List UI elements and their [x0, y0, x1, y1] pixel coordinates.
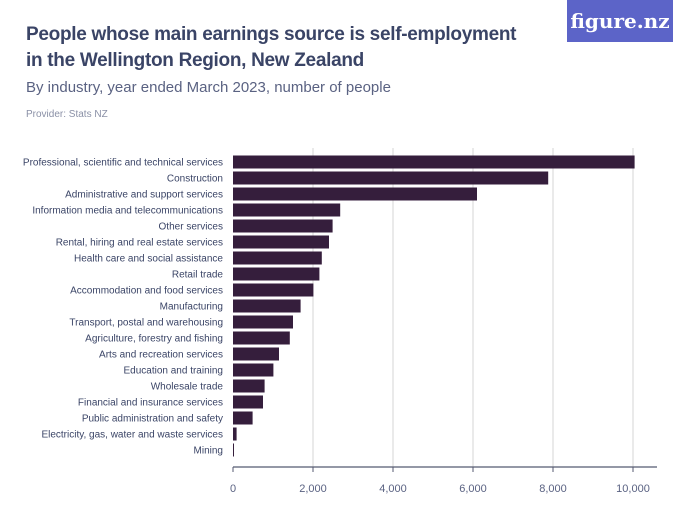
bar — [233, 299, 301, 313]
bar — [233, 187, 477, 201]
x-tick-label: 2,000 — [299, 483, 327, 495]
bar — [233, 411, 253, 425]
bar — [233, 267, 320, 281]
x-tick-label: 8,000 — [539, 483, 567, 495]
x-tick-label: 10,000 — [616, 483, 650, 495]
bar — [233, 363, 274, 377]
bar — [233, 427, 237, 441]
category-label: Arts and recreation services — [99, 350, 223, 361]
bar — [233, 443, 234, 457]
category-label: Administrative and support services — [65, 190, 223, 201]
category-label: Education and training — [123, 366, 223, 377]
bar — [233, 347, 279, 361]
category-label: Construction — [167, 174, 223, 185]
category-label: Mining — [194, 446, 223, 457]
category-label: Manufacturing — [160, 302, 223, 313]
category-label: Accommodation and food services — [70, 286, 223, 297]
category-label: Transport, postal and warehousing — [69, 318, 223, 329]
category-label: Retail trade — [172, 270, 224, 281]
category-label: Rental, hiring and real estate services — [56, 238, 223, 249]
x-tick-label: 6,000 — [459, 483, 487, 495]
bar — [233, 203, 341, 217]
category-label: Public administration and safety — [82, 414, 223, 425]
category-label: Information media and telecommunications — [32, 206, 223, 217]
category-label: Health care and social assistance — [74, 254, 223, 265]
category-label: Wholesale trade — [151, 382, 224, 393]
provider-label: Provider: Stats NZ — [26, 109, 108, 120]
bar — [233, 283, 314, 297]
bar — [233, 171, 549, 185]
chart-title: People whose main earnings source is sel… — [26, 24, 517, 71]
x-tick-label: 4,000 — [379, 483, 407, 495]
category-label: Agriculture, forestry and fishing — [85, 334, 223, 345]
chart-subtitle: By industry, year ended March 2023, numb… — [26, 79, 391, 96]
x-tick-label: 0 — [230, 483, 236, 495]
bar — [233, 155, 635, 169]
bar — [233, 219, 333, 233]
bar — [233, 235, 329, 249]
bar — [233, 251, 322, 265]
category-label: Other services — [159, 222, 223, 233]
category-label: Professional, scientific and technical s… — [23, 158, 223, 169]
bar — [233, 315, 293, 329]
bar — [233, 331, 290, 345]
bar — [233, 395, 263, 409]
bar — [233, 379, 265, 393]
figure-nz-logo[interactable]: figure.nz — [567, 0, 673, 42]
category-label: Electricity, gas, water and waste servic… — [41, 430, 223, 441]
category-label: Financial and insurance services — [78, 398, 223, 409]
